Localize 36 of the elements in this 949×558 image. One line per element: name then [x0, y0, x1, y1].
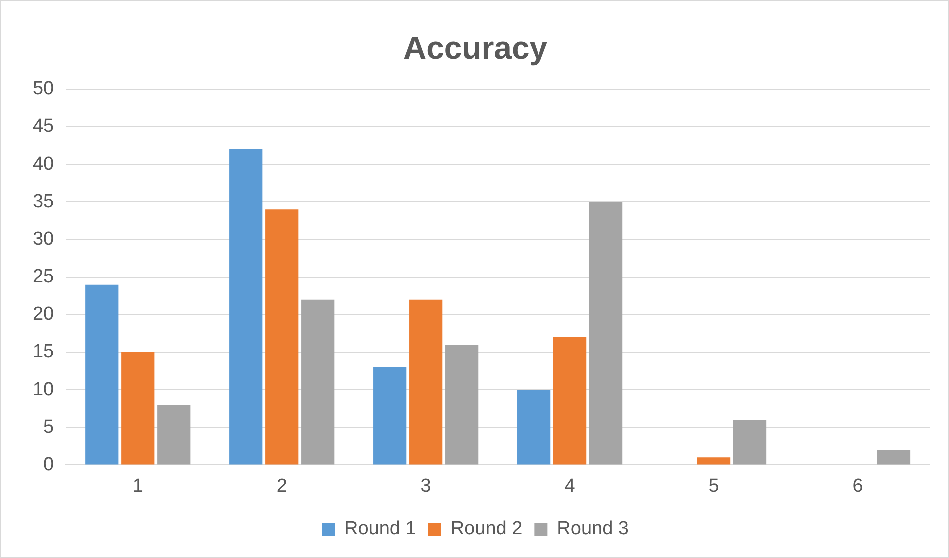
bar: [446, 344, 479, 465]
legend-label: Round 3: [557, 518, 630, 540]
legend-label: Round 1: [344, 518, 416, 540]
y-tick-label: 0: [44, 454, 54, 476]
y-tick-label: 10: [32, 379, 54, 400]
bar: [158, 405, 191, 465]
x-tick-label: 5: [708, 476, 720, 497]
bar: [266, 210, 299, 465]
y-tick-label: 15: [32, 342, 54, 363]
bar: [410, 300, 443, 465]
bar: [518, 390, 551, 465]
y-tick-label: 45: [32, 116, 54, 138]
x-tick-label: 6: [852, 476, 864, 497]
bar: [302, 300, 335, 465]
chart-title: Accuracy: [403, 30, 548, 66]
y-tick-label: 25: [32, 266, 54, 288]
legend-label: Round 2: [450, 518, 523, 540]
bar: [86, 284, 119, 465]
bar: [230, 150, 263, 465]
bar: [122, 352, 155, 465]
bar: [374, 367, 407, 465]
bar: [733, 420, 767, 465]
x-tick-label: 4: [564, 476, 576, 497]
y-tick-label: 35: [32, 191, 54, 212]
x-tick-label: 1: [132, 476, 144, 497]
bar: [877, 450, 911, 465]
y-tick-label: 20: [32, 304, 54, 326]
y-tick-label: 30: [32, 228, 54, 250]
bar: [554, 337, 587, 465]
bar: [589, 202, 623, 465]
bar: [697, 458, 731, 465]
x-tick-label: 2: [276, 476, 288, 497]
y-tick-label: 40: [32, 154, 54, 175]
y-tick-label: 50: [32, 78, 54, 100]
y-tick-label: 5: [44, 416, 54, 438]
x-tick-label: 3: [420, 476, 432, 497]
